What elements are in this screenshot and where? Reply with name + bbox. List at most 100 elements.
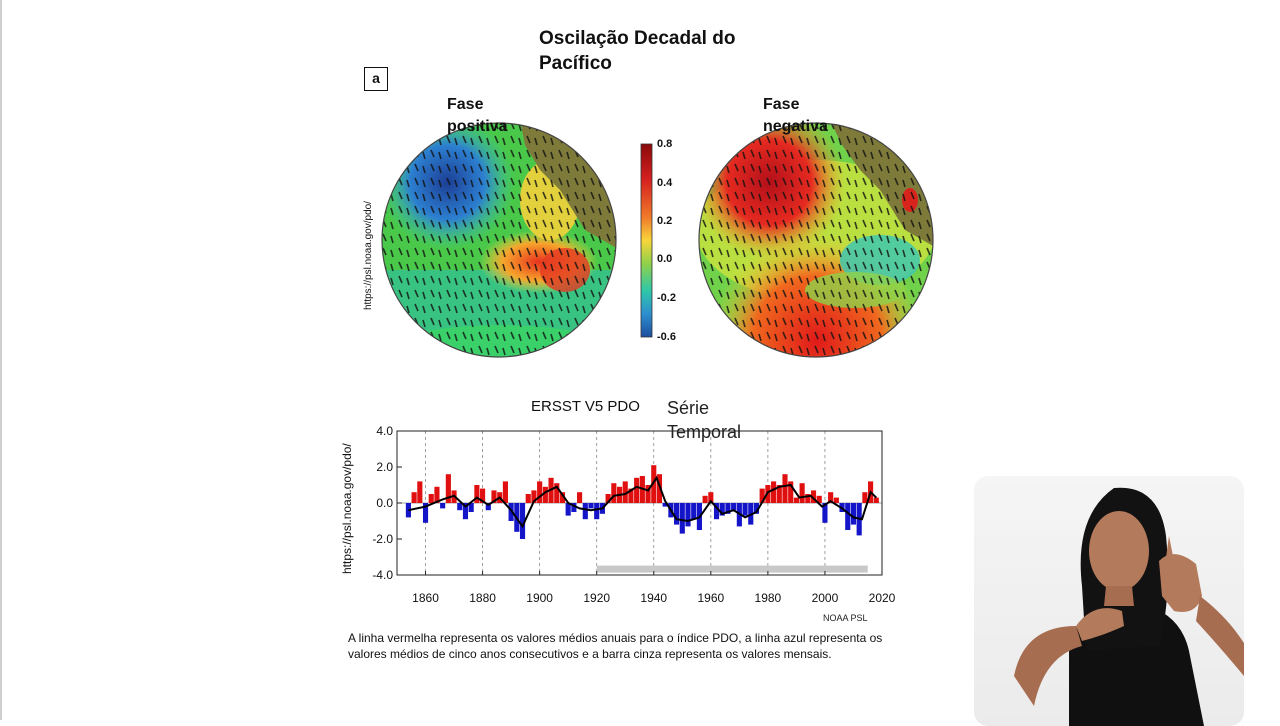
x-tick-label: 1880 [469,591,496,605]
anomaly-bar [731,503,737,511]
anomaly-bar [457,503,463,511]
phase-positive-label: Fase positiva [447,96,508,135]
anomaly-bar [622,481,628,503]
y-tick-label: -2.0 [372,532,393,546]
x-tick-label: 1900 [526,591,553,605]
anomaly-bar [845,503,851,530]
colorbar-tick: 0.2 [657,215,673,227]
anomaly-bar [656,474,663,503]
anomaly-bar [742,503,748,516]
anomaly-bar [805,494,811,503]
colorbar-tick: -0.2 [657,292,676,304]
anomaly-bar [685,503,691,527]
slide-title: Oscilação Decadal do Pacífico [539,28,736,74]
anomaly-bar [502,481,508,503]
anomaly-bar [719,503,725,516]
anomaly-bar [679,503,685,534]
anomaly-bar [537,481,543,503]
anomaly-bar [799,483,805,503]
anomaly-bar [434,486,440,503]
gray-bar [596,565,868,573]
colorbar-tick: 0.8 [657,138,673,150]
anomaly-bar [525,494,531,503]
anomaly-bar [542,486,548,503]
anomaly-bar [417,481,423,503]
anomaly-bar [873,497,879,503]
anomaly-bar [702,495,708,503]
phase-negative-label: Fase negativa [763,96,828,135]
y-tick-label: -4.0 [372,568,393,582]
colorbar-tick: 0.0 [657,253,673,265]
anomaly-bar [588,503,594,509]
anomaly-bar [725,503,731,514]
anomaly-bar [611,483,617,503]
anomaly-bar [577,492,583,503]
smooth-line [408,475,877,529]
globe-positive-phase [382,123,616,357]
x-tick-label: 1940 [640,591,667,605]
anomaly-bar [428,494,434,503]
x-tick-label: 2020 [869,591,896,605]
anomaly-bar [713,503,720,520]
anomaly-bar [491,490,497,503]
anomaly-bar [862,492,868,503]
anomaly-bar [776,485,782,503]
anomaly-bar [645,485,651,503]
globe-maps [381,122,934,358]
anomaly-bar [519,503,526,539]
colorbar [640,143,653,338]
globe-negative-phase [699,123,933,357]
interpreter-figure [1014,487,1244,726]
y-tick-label: 4.0 [376,424,393,438]
interpreter-video [974,476,1244,726]
x-tick-label: 1860 [412,591,439,605]
anomaly-bar [571,503,577,512]
anomaly-bar [485,503,491,511]
anomaly-bar [810,490,817,503]
anomaly-bar [759,488,765,503]
anomaly-bar [793,497,799,503]
anomaly-bar [634,477,640,503]
credit-label: NOAA PSL [823,613,868,623]
source-url-top: https://psl.noaa.gov/pdo/ [363,201,374,310]
anomaly-bar [674,503,680,525]
y-tick-label: 0.0 [376,496,393,510]
anomaly-bar [594,503,600,520]
x-tick-label: 1960 [697,591,724,605]
anomaly-bar [816,495,822,503]
anomaly-bar [468,503,474,512]
anomaly-bar [582,503,588,520]
anomaly-bar [559,492,566,503]
anomaly-bar [440,503,446,509]
x-tick-label: 2000 [812,591,839,605]
panel-label: a [364,67,388,91]
anomaly-bar [462,503,469,520]
anomaly-bar [565,503,571,516]
anomaly-bar [708,492,714,503]
anomaly-bar [850,503,857,525]
anomaly-bar [662,503,668,507]
anomaly-bar [753,503,760,514]
anomaly-bar [628,488,634,503]
anomaly-bar [605,494,611,503]
anomaly-bar [833,497,839,503]
anomaly-bar [788,481,794,503]
anomaly-bar [445,474,451,503]
anomaly-bar [554,483,560,503]
anomaly-bar [651,465,657,503]
anomaly-bar [782,474,788,503]
anomaly-bar [480,488,486,503]
slide-left-border [0,0,2,720]
anomaly-bar [508,503,514,521]
chart-title: ERSST V5 PDO [531,398,640,415]
anomaly-bar [771,481,777,503]
x-tick-label: 1920 [583,591,610,605]
anomaly-bar [691,503,697,520]
anomaly-bar [822,503,828,523]
figure-caption: A linha vermelha representa os valores m… [348,631,883,661]
timeseries-overlay-title: Série Temporal [667,398,742,442]
anomaly-bar [411,492,417,503]
anomaly-bar [422,503,429,523]
y-tick-label: 2.0 [376,460,393,474]
colorbar-tick: 0.4 [657,177,673,189]
